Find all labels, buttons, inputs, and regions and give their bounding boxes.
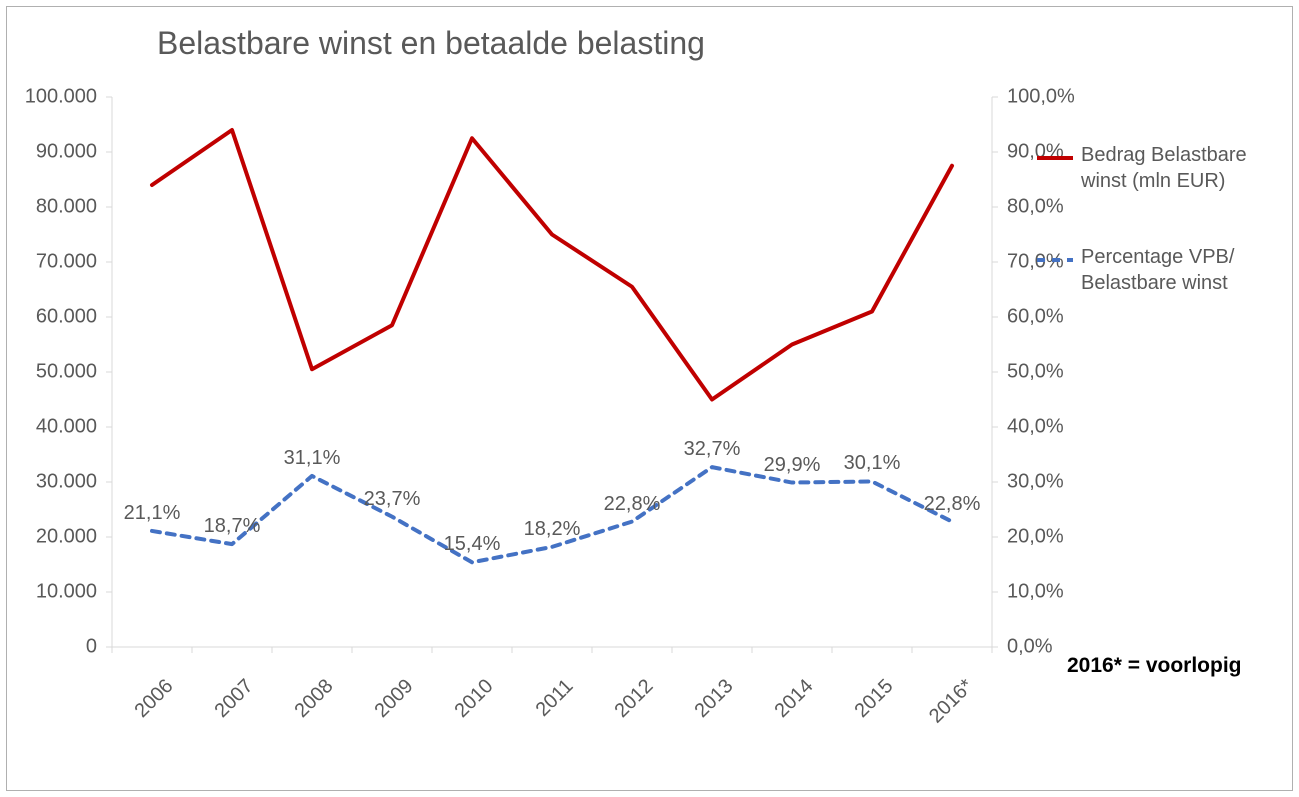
y-right-tick-label: 0,0% bbox=[1007, 636, 1053, 659]
y-left-tick-label: 20.000 bbox=[36, 526, 97, 549]
x-tick-label: 2012 bbox=[600, 675, 659, 734]
series-data-label: 30,1% bbox=[844, 452, 901, 475]
y-right-tick-label: 100,0% bbox=[1007, 86, 1075, 109]
legend-item-series-2: Percentage VPB/ Belastbare winst bbox=[1037, 244, 1277, 296]
y-left-tick-label: 100.000 bbox=[25, 86, 97, 109]
x-tick-label: 2016* bbox=[920, 675, 979, 734]
y-right-tick-label: 40,0% bbox=[1007, 416, 1064, 439]
x-tick-label: 2010 bbox=[440, 675, 499, 734]
x-tick-label: 2006 bbox=[120, 675, 179, 734]
y-right-tick-label: 50,0% bbox=[1007, 361, 1064, 384]
x-axis: 2006 2007 2008 2009 2010 2011 2012 2013 2014 2015… bbox=[112, 657, 992, 747]
y-right-tick-label: 30,0% bbox=[1007, 471, 1064, 494]
y-left-tick-label: 50.000 bbox=[36, 361, 97, 384]
plot-area: 21,1% 18,7% 31,1% 23,7% 15,4% 18,2% 22,8% 32,7%… bbox=[112, 97, 992, 647]
y-left-tick-label: 10.000 bbox=[36, 581, 97, 604]
series-data-label: 22,8% bbox=[604, 493, 661, 516]
x-tick-label: 2011 bbox=[520, 675, 579, 734]
y-left-tick-label: 60.000 bbox=[36, 306, 97, 329]
series-data-label: 21,1% bbox=[124, 502, 181, 525]
series-data-label: 15,4% bbox=[444, 533, 501, 556]
legend: Bedrag Belastbare winst (mln EUR) Percen… bbox=[1037, 142, 1277, 346]
y-axis-left: 010.00020.00030.00040.00050.00060.00070.… bbox=[7, 97, 107, 647]
y-left-tick-label: 30.000 bbox=[36, 471, 97, 494]
y-left-tick-label: 0 bbox=[86, 636, 97, 659]
y-left-tick-label: 90.000 bbox=[36, 141, 97, 164]
legend-swatch-series-2 bbox=[1037, 250, 1073, 270]
series-data-label: 31,1% bbox=[284, 447, 341, 470]
x-tick-label: 2007 bbox=[200, 675, 259, 734]
x-tick-label: 2013 bbox=[680, 675, 739, 734]
series-data-label: 18,2% bbox=[524, 518, 581, 541]
legend-item-series-1: Bedrag Belastbare winst (mln EUR) bbox=[1037, 142, 1277, 194]
legend-label-series-1: Bedrag Belastbare winst (mln EUR) bbox=[1081, 142, 1277, 194]
y-right-tick-label: 20,0% bbox=[1007, 526, 1064, 549]
series-data-label: 32,7% bbox=[684, 438, 741, 461]
x-tick-label: 2014 bbox=[760, 675, 819, 734]
x-tick-label: 2008 bbox=[280, 675, 339, 734]
chart-container: Belastbare winst en betaalde belasting 0… bbox=[6, 6, 1293, 791]
y-left-tick-label: 80.000 bbox=[36, 196, 97, 219]
y-left-tick-label: 70.000 bbox=[36, 251, 97, 274]
plot-svg bbox=[112, 97, 992, 647]
chart-title: Belastbare winst en betaalde belasting bbox=[157, 25, 705, 62]
x-tick-label: 2009 bbox=[360, 675, 419, 734]
series-data-label: 23,7% bbox=[364, 488, 421, 511]
series-data-label: 29,9% bbox=[764, 454, 821, 477]
legend-label-series-2: Percentage VPB/ Belastbare winst bbox=[1081, 244, 1277, 296]
footnote: 2016* = voorlopig bbox=[1067, 652, 1241, 679]
x-tick-label: 2015 bbox=[840, 675, 899, 734]
series-data-label: 22,8% bbox=[924, 493, 981, 516]
y-right-tick-label: 10,0% bbox=[1007, 581, 1064, 604]
legend-swatch-series-1 bbox=[1037, 148, 1073, 168]
series-data-label: 18,7% bbox=[204, 515, 261, 538]
y-left-tick-label: 40.000 bbox=[36, 416, 97, 439]
